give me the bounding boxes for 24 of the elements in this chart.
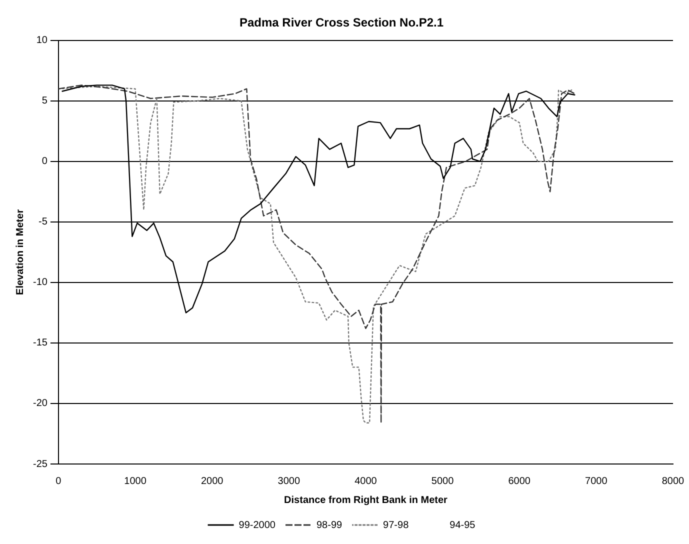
- y-axis-title: Elevation in Meter: [14, 209, 26, 295]
- y-tick-label: 10: [36, 35, 48, 46]
- chart-title: Padma River Cross Section No.P2.1: [239, 16, 444, 30]
- x-tick-label: 3000: [278, 476, 300, 487]
- x-tick-label: 8000: [662, 476, 685, 487]
- x-tick-label: 2000: [200, 476, 224, 487]
- legend-label: 99-2000: [238, 520, 276, 531]
- x-tick-label: 1000: [124, 476, 147, 487]
- legend-label: 98-99: [316, 520, 342, 531]
- y-tick-label: -15: [33, 338, 48, 349]
- y-tick-label: -10: [33, 277, 48, 288]
- y-tick-label: 5: [42, 96, 48, 107]
- y-tick-label: -5: [38, 216, 48, 228]
- legend-label: 97-98: [383, 520, 410, 531]
- y-tick-label: -25: [33, 458, 48, 470]
- x-tick-label: 4000: [354, 476, 378, 487]
- x-tick-label: 7000: [585, 476, 608, 487]
- y-tick-label: -20: [33, 398, 48, 410]
- x-axis-title: Distance from Right Bank in Meter: [284, 494, 448, 506]
- x-tick-label: 0: [56, 476, 62, 487]
- y-tick-label: 0: [42, 156, 48, 168]
- x-tick-label: 6000: [508, 476, 531, 487]
- x-tick-label: 5000: [431, 476, 454, 487]
- text: 94-95: [450, 520, 476, 531]
